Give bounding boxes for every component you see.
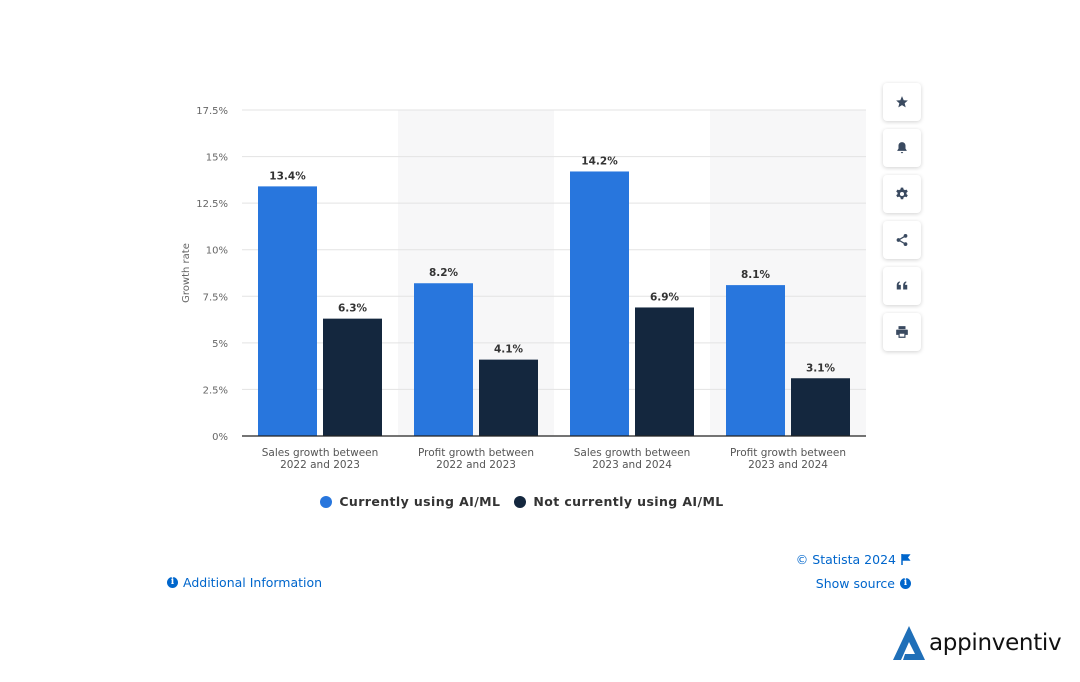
bar	[570, 171, 629, 436]
copyright-text: © Statista 2024	[795, 552, 896, 567]
quote-icon	[896, 281, 908, 290]
show-source-link[interactable]: Show source i	[816, 576, 911, 591]
data-label: 8.1%	[741, 269, 771, 281]
share-icon	[896, 234, 908, 246]
x-tick-label: 2023 and 2024	[748, 459, 828, 471]
x-tick-label: Profit growth between	[418, 447, 534, 459]
legend-label: Currently using AI/ML	[339, 494, 501, 509]
data-label: 4.1%	[494, 344, 524, 356]
info-icon: i	[900, 578, 911, 589]
copyright-link[interactable]: © Statista 2024	[796, 552, 911, 567]
brand-name: appinventiv	[929, 630, 1062, 656]
chart-legend: Currently using AI/ML Not currently usin…	[0, 494, 1044, 509]
legend-label: Not currently using AI/ML	[533, 494, 724, 509]
y-axis-label: Growth rate	[181, 243, 192, 303]
share-button[interactable]	[883, 221, 921, 259]
brand-logo: appinventiv	[891, 624, 1062, 662]
bar	[258, 186, 317, 436]
x-tick-label: Sales growth between	[574, 447, 691, 459]
y-tick-label: 7.5%	[203, 292, 228, 303]
x-tick-label: 2022 and 2023	[436, 459, 516, 471]
data-label: 6.9%	[650, 291, 680, 303]
legend-item-not-using[interactable]: Not currently using AI/ML	[514, 494, 723, 509]
data-label: 3.1%	[806, 362, 836, 374]
legend-item-currently-using[interactable]: Currently using AI/ML	[320, 494, 500, 509]
y-tick-label: 5%	[212, 339, 228, 350]
bell-icon	[897, 142, 907, 154]
data-label: 6.3%	[338, 303, 368, 315]
cite-button[interactable]	[883, 267, 921, 305]
data-label: 13.4%	[269, 170, 306, 182]
show-source-text: Show source	[815, 576, 895, 591]
bar	[323, 318, 382, 436]
bar	[726, 285, 785, 436]
additional-information-text: Additional Information	[183, 575, 323, 590]
x-tick-label: 2023 and 2024	[592, 459, 672, 471]
chart-toolbar	[883, 83, 921, 359]
data-label: 14.2%	[581, 155, 618, 167]
print-icon	[896, 326, 908, 338]
y-tick-label: 2.5%	[203, 385, 228, 396]
notification-button[interactable]	[883, 129, 921, 167]
legend-dot-icon	[514, 495, 527, 508]
info-icon: i	[167, 577, 178, 588]
favorite-button[interactable]	[883, 83, 921, 121]
gear-icon	[896, 187, 908, 200]
star-icon	[896, 96, 908, 108]
bar	[479, 359, 538, 436]
bar	[414, 283, 473, 436]
x-tick-label: Sales growth between	[262, 447, 379, 459]
legend-dot-icon	[320, 495, 333, 508]
settings-button[interactable]	[883, 175, 921, 213]
bar	[635, 307, 694, 436]
y-tick-label: 0%	[212, 432, 228, 443]
appinventiv-logo-icon	[893, 626, 925, 660]
x-tick-label: 2022 and 2023	[280, 459, 360, 471]
x-tick-label: Profit growth between	[730, 447, 846, 459]
additional-information-link[interactable]: i Additional Information	[167, 575, 322, 590]
y-tick-label: 12.5%	[196, 199, 228, 210]
y-tick-label: 15%	[206, 153, 228, 164]
y-tick-label: 10%	[206, 246, 228, 257]
y-tick-label: 17.5%	[196, 106, 228, 117]
data-label: 8.2%	[429, 267, 459, 279]
print-button[interactable]	[883, 313, 921, 351]
flag-icon	[901, 554, 911, 565]
bar	[791, 378, 850, 436]
